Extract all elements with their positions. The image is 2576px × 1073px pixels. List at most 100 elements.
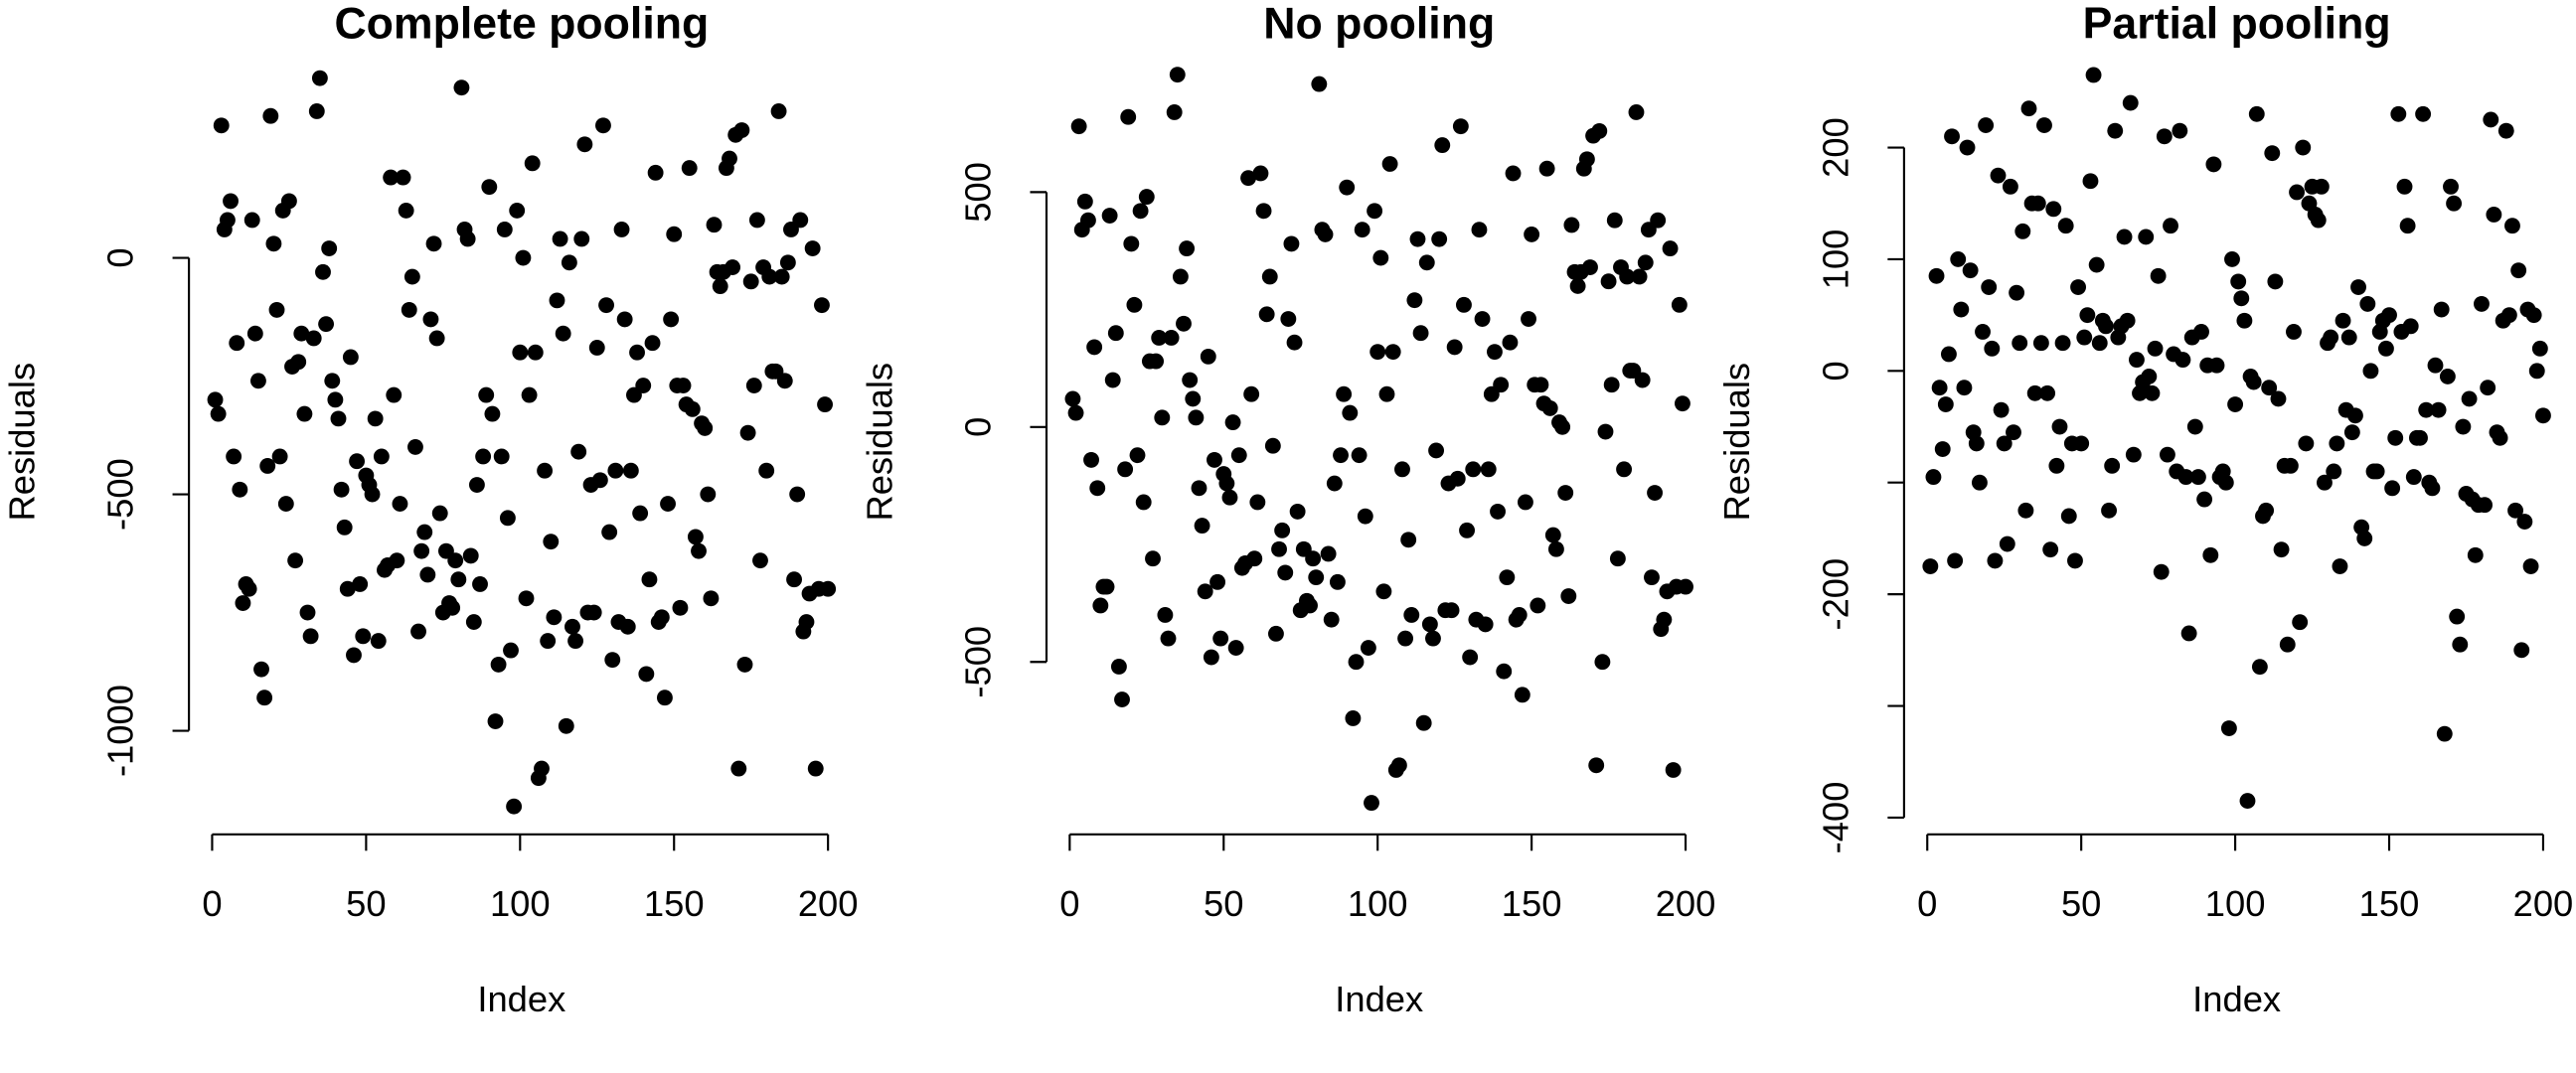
point [2048,457,2065,474]
point [1418,254,1435,271]
point [1308,569,1325,586]
point [407,439,423,455]
point [663,311,680,328]
y-axis-label: Residuals [859,363,899,522]
point [330,410,347,427]
point [1197,583,1213,600]
point [2396,178,2413,195]
point [647,164,664,181]
point [656,690,673,706]
point [619,618,636,635]
x-tick-label: 0 [202,883,222,924]
point [561,254,577,271]
point [1372,249,1389,266]
point [1597,423,1614,440]
point [1166,104,1183,120]
point [1446,339,1463,356]
point [499,510,516,527]
point [1968,435,1985,452]
point [2334,312,2351,329]
point [2012,335,2028,352]
point [1132,203,1149,220]
point [1953,301,1970,318]
point [521,386,538,403]
point [2224,250,2240,267]
point [2082,173,2099,190]
point [691,542,707,559]
point [1375,583,1392,600]
point [1474,311,1491,327]
point [1971,474,1988,491]
point [1070,118,1087,135]
point [1212,630,1229,647]
point [1557,485,1574,501]
point [2292,614,2309,631]
point [1532,377,1549,393]
point [1224,414,1241,431]
point [1333,447,1349,464]
point [1956,380,1973,396]
point [588,340,605,356]
point [549,292,565,309]
point [2258,502,2275,519]
point [280,193,297,210]
point [1160,630,1177,647]
point [515,249,532,266]
point [2251,659,2268,676]
point [601,524,618,540]
point [2036,117,2052,133]
point [1320,545,1337,562]
point [739,424,756,441]
point [1323,611,1340,628]
point [2129,352,2145,369]
point [1200,348,1216,365]
point [1261,268,1278,285]
point [2483,111,2499,128]
point [1064,390,1081,407]
x-tick-label: 100 [1348,883,1408,924]
point [1227,640,1244,656]
point [1493,377,1510,393]
point [1925,469,1942,486]
point [2474,295,2490,312]
point [1098,578,1115,595]
point [638,666,655,683]
point [666,226,683,242]
y-tick-label: -500 [957,626,998,698]
point [1675,395,1690,412]
point [459,230,476,247]
point [472,576,488,592]
point [2467,546,2484,563]
point [2070,279,2087,295]
point [2220,720,2237,736]
point [210,405,227,422]
point [2418,401,2435,418]
point [1569,278,1586,294]
point [2085,67,2102,83]
point [2359,295,2376,312]
point [401,301,417,318]
point [2455,418,2472,435]
point [724,259,741,275]
point [1434,137,1451,154]
point [265,235,282,252]
point [1148,353,1165,370]
point [1928,267,1945,284]
point [1981,279,1998,295]
point [1671,296,1688,313]
point [736,656,753,673]
x-tick-label: 200 [2513,883,2574,924]
point [2180,625,2197,642]
point [1249,494,1266,511]
point [1345,710,1362,726]
point [1126,296,1143,313]
point [2006,424,2021,441]
point [1940,346,1957,363]
point [1129,447,1146,464]
point [1993,401,2010,418]
point [641,571,658,588]
point [2535,407,2551,424]
point [299,604,316,621]
point [786,571,803,588]
